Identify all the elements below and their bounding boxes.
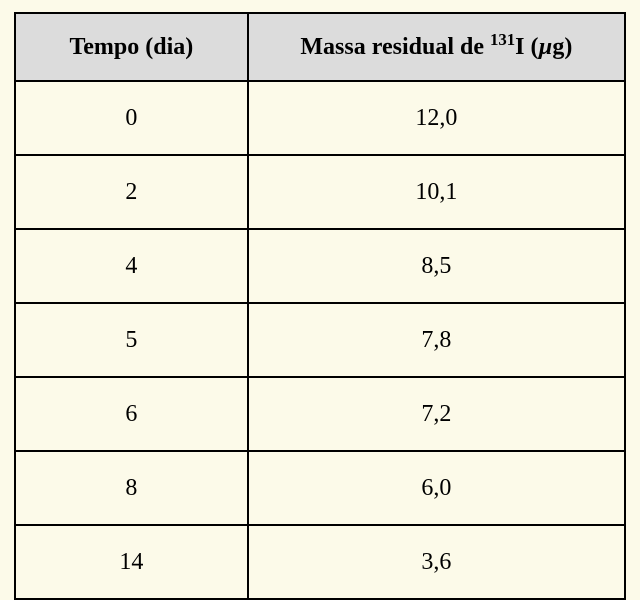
table-header-row: Tempo (dia) Massa residual de 131I (µg) — [15, 13, 625, 81]
cell-mass: 7,8 — [248, 303, 625, 377]
table-row: 4 8,5 — [15, 229, 625, 303]
cell-mass: 8,5 — [248, 229, 625, 303]
cell-mass: 7,2 — [248, 377, 625, 451]
table-row: 2 10,1 — [15, 155, 625, 229]
cell-mass: 10,1 — [248, 155, 625, 229]
mass-number-sup: 131 — [490, 30, 515, 49]
table-row: 0 12,0 — [15, 81, 625, 155]
cell-time: 14 — [15, 525, 248, 599]
isotope-symbol: I — [515, 34, 524, 60]
cell-time: 2 — [15, 155, 248, 229]
cell-mass: 6,0 — [248, 451, 625, 525]
table-row: 5 7,8 — [15, 303, 625, 377]
col-header-time-label: Tempo (dia) — [69, 34, 193, 60]
decay-table: Tempo (dia) Massa residual de 131I (µg) … — [14, 12, 626, 600]
cell-mass: 12,0 — [248, 81, 625, 155]
col-header-mass: Massa residual de 131I (µg) — [248, 13, 625, 81]
table-row: 6 7,2 — [15, 377, 625, 451]
cell-mass: 3,6 — [248, 525, 625, 599]
col-header-time: Tempo (dia) — [15, 13, 248, 81]
cell-time: 5 — [15, 303, 248, 377]
cell-time: 6 — [15, 377, 248, 451]
unit-g: g — [552, 34, 564, 60]
cell-time: 0 — [15, 81, 248, 155]
unit-close: ) — [564, 34, 572, 60]
unit-open: ( — [525, 34, 539, 60]
table-row: 14 3,6 — [15, 525, 625, 599]
col-header-mass-prefix: Massa residual de — [300, 34, 490, 60]
cell-time: 4 — [15, 229, 248, 303]
unit-mu: µ — [539, 34, 553, 60]
cell-time: 8 — [15, 451, 248, 525]
table-row: 8 6,0 — [15, 451, 625, 525]
